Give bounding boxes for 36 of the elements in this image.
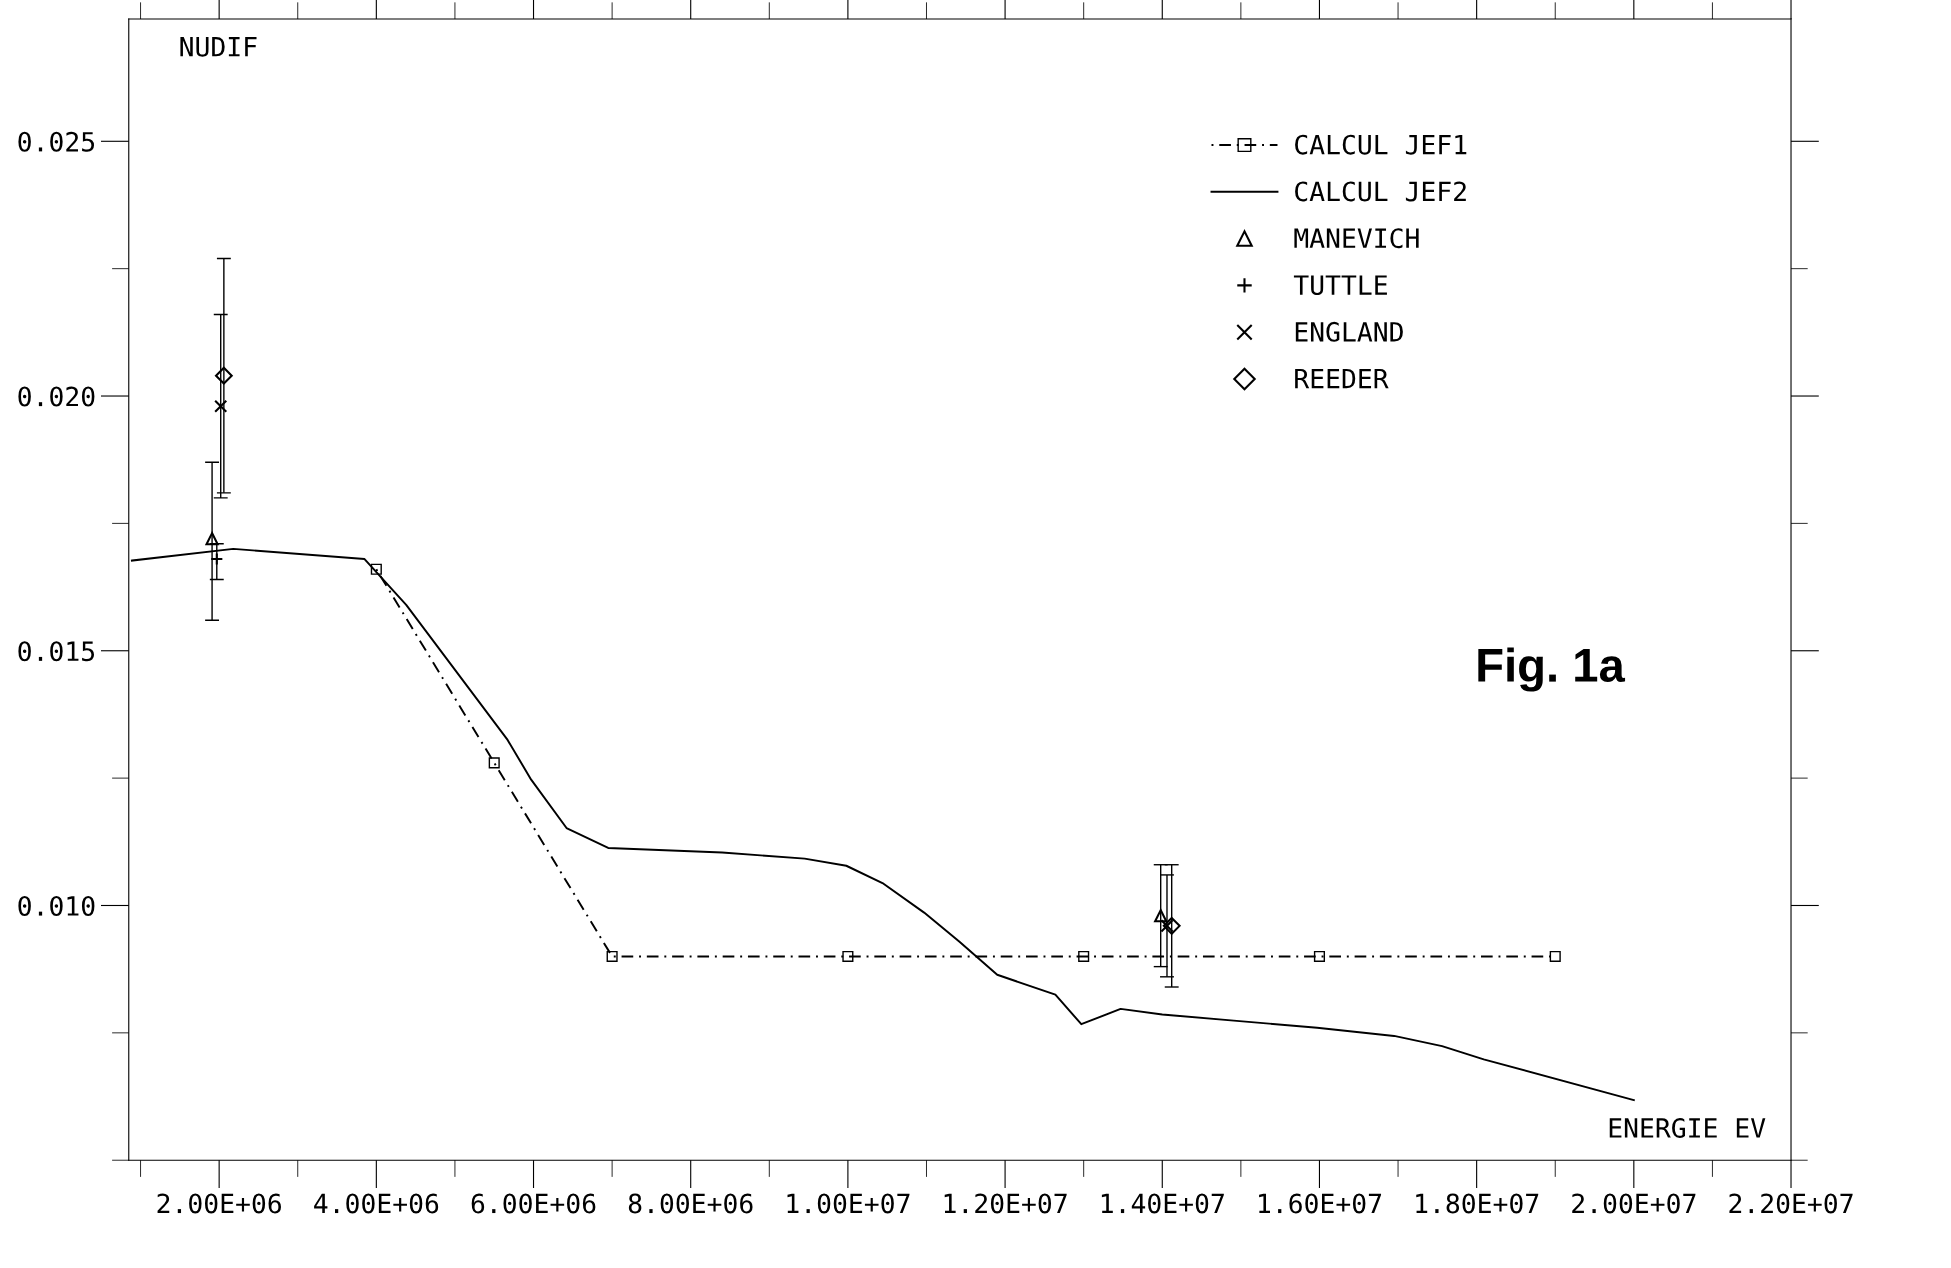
y-tick-label: 0.010 — [18, 896, 95, 916]
point — [214, 366, 233, 385]
x-tick-label: 1.40E+07 — [1101, 1193, 1224, 1214]
y-tick-label: 0.020 — [18, 386, 95, 407]
legend-label: TUTTLE — [1293, 275, 1387, 296]
legend-label: REEDER — [1295, 368, 1389, 389]
point — [488, 757, 500, 769]
legend-label: CALCUL JEF1 — [1295, 134, 1467, 155]
x-tick-label: 2.20E+07 — [1729, 1193, 1853, 1214]
point — [842, 950, 854, 962]
x-axis-title: ENERGIE EV — [1609, 1118, 1766, 1138]
point — [1078, 950, 1090, 962]
annotation: NUDIF — [180, 37, 257, 57]
x-tick-label: 4.00E+06 — [314, 1193, 439, 1214]
legend-label: CALCUL JEF2 — [1295, 181, 1466, 202]
x-tick-label: 1.00E+07 — [787, 1193, 910, 1214]
point — [1154, 909, 1168, 923]
legend-label: MANEVICH — [1294, 228, 1419, 249]
point — [606, 950, 618, 962]
point — [1549, 950, 1561, 962]
legend-label: ENGLAND — [1295, 321, 1403, 342]
x-tick-label: 6.00E+06 — [471, 1193, 596, 1214]
x-tick-label: 2.00E+06 — [157, 1193, 281, 1214]
x-tick-label: 8.00E+06 — [628, 1193, 753, 1214]
annotation: Fig. 1a — [1478, 647, 1626, 692]
point — [370, 563, 382, 575]
y-tick-label: 0.025 — [18, 131, 95, 152]
x-tick-label: 1.60E+07 — [1259, 1193, 1382, 1214]
y-tick-label: 0.015 — [18, 641, 95, 662]
point — [214, 399, 228, 413]
point — [1162, 916, 1181, 935]
x-tick-label: 1.20E+07 — [944, 1193, 1067, 1214]
point — [1313, 950, 1326, 962]
point — [205, 532, 219, 546]
x-tick-label: 1.80E+07 — [1416, 1193, 1539, 1214]
x-tick-label: 2.00E+07 — [1572, 1193, 1696, 1214]
